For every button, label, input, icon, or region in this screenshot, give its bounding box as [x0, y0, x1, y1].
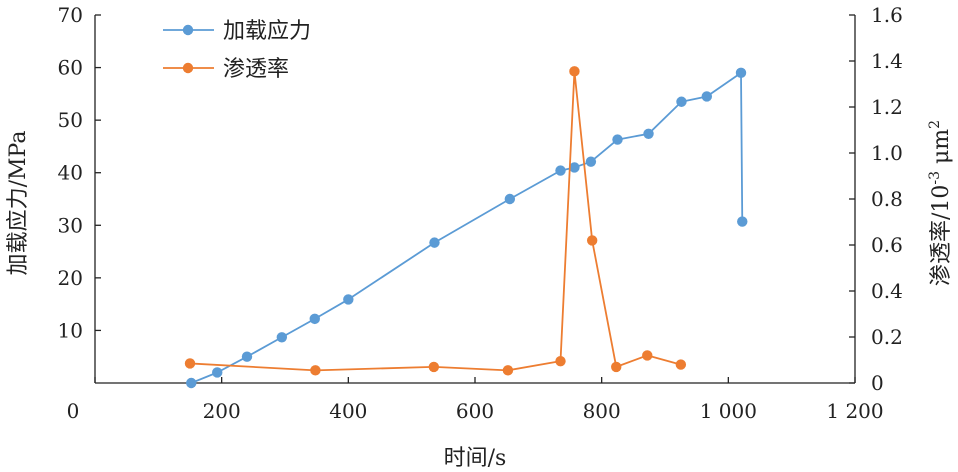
- y-right-tick-label: 0.8: [871, 187, 903, 211]
- data-point: [428, 361, 440, 373]
- y-right-axis-title: 渗透率/10-3 μm2: [927, 120, 954, 286]
- y-right-title-exp: -3: [927, 171, 943, 185]
- series-line: [189, 70, 682, 372]
- legend-marker: [182, 24, 194, 36]
- data-point: [555, 165, 566, 176]
- data-point: [611, 361, 622, 373]
- y-right-tick-label: 0: [871, 371, 884, 395]
- data-point: [184, 358, 196, 369]
- data-point: [569, 66, 580, 77]
- y-right-title-unit: μm: [929, 129, 954, 171]
- y-left-tick-label: 30: [58, 213, 83, 237]
- data-point: [612, 134, 623, 145]
- data-point: [504, 193, 516, 205]
- axis-titles: 时间/s 加载应力/MPa 渗透率/10-3 μm2: [6, 120, 954, 471]
- y-left-tick-label: 20: [58, 266, 83, 290]
- y-right-tick-label: 0.2: [871, 325, 903, 349]
- y-right-tick-label: 1.0: [871, 141, 903, 165]
- data-point: [310, 365, 321, 376]
- legend-label: 渗透率: [223, 57, 289, 82]
- legend-marker: [182, 62, 194, 74]
- data-point: [586, 235, 598, 246]
- x-axis-title: 时间/s: [444, 446, 507, 471]
- series-2: [184, 66, 687, 376]
- legend-item: 渗透率: [163, 57, 289, 82]
- data-point: [212, 367, 223, 378]
- ticks: 0 200 400 600 800 1 000 1 200 10 20 30 40 50 60 70 0 0.…: [58, 3, 903, 423]
- y-right-title-unit-exp: 2: [927, 120, 943, 129]
- data-point: [569, 162, 580, 173]
- legend-item: 加载应力: [163, 19, 311, 44]
- series-1: [186, 67, 748, 389]
- y-right-tick-label: 1.2: [871, 95, 903, 119]
- series-line: [190, 71, 744, 384]
- legend-label: 加载应力: [223, 19, 311, 44]
- data-point: [555, 355, 566, 367]
- y-left-tick-label: 70: [58, 3, 83, 27]
- x-tick-label: 600: [456, 399, 494, 423]
- x-tick-label: 1 000: [700, 399, 757, 423]
- data-point: [642, 350, 653, 361]
- data-point: [643, 128, 654, 140]
- data-point: [735, 67, 747, 79]
- y-right-tick-label: 0.6: [871, 233, 903, 257]
- y-left-tick-label: 60: [58, 56, 83, 80]
- y-left-tick-label: 40: [58, 161, 83, 185]
- y-right-title-main: 渗透率/10: [929, 185, 954, 286]
- y-left-tick-label: 10: [58, 318, 83, 342]
- data-point: [737, 216, 748, 227]
- y-right-tick-label: 1.6: [871, 3, 903, 27]
- y-right-tick-label: 1.4: [871, 49, 903, 73]
- series-layer: [184, 66, 748, 389]
- data-point: [429, 237, 440, 248]
- x-tick-label: 0: [67, 399, 80, 423]
- data-point: [676, 96, 687, 107]
- y-left-tick-label: 50: [58, 108, 83, 132]
- x-tick-label: 1 200: [826, 399, 883, 423]
- data-point: [701, 91, 712, 102]
- data-point: [675, 359, 687, 370]
- y-left-axis-title: 加载应力/MPa: [6, 131, 31, 276]
- x-tick-label: 200: [203, 399, 241, 423]
- data-point: [276, 332, 288, 343]
- data-point: [502, 365, 514, 376]
- data-point: [343, 294, 354, 305]
- data-point: [241, 351, 253, 362]
- x-tick-label: 800: [583, 399, 621, 423]
- data-point: [309, 313, 320, 325]
- y-right-tick-label: 0.4: [871, 279, 903, 303]
- data-point: [585, 156, 597, 167]
- data-point: [186, 377, 197, 389]
- x-tick-label: 400: [329, 399, 367, 423]
